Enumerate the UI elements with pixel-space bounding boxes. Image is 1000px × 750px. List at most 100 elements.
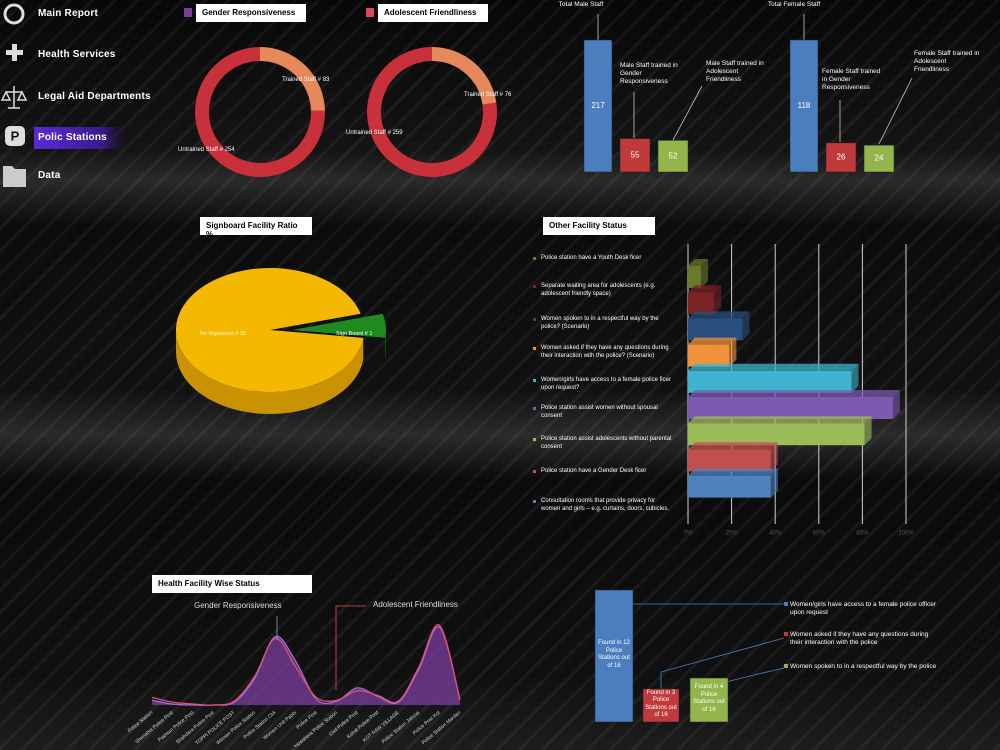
chart-title: Gender Responsiveness [196, 4, 306, 22]
bar-top [688, 390, 900, 397]
series-line [151, 624, 461, 706]
bar-annotation: Female Staff trained in Adolescent Frien… [914, 50, 980, 74]
pie-side [176, 330, 364, 414]
bar-side [851, 363, 859, 393]
donut-label: Untrained Staff # 259 [346, 130, 403, 136]
bar-value-label: Found in 3 Police Stations out of 16 [645, 689, 677, 719]
donut-segment [259, 47, 325, 112]
pie-slice [292, 313, 386, 338]
pie-label: No Signboard # 15 [200, 331, 246, 337]
bar-value-label: 55 [631, 150, 640, 159]
bar-top [688, 311, 750, 319]
bar-side [864, 416, 872, 446]
bar-side [729, 337, 737, 367]
legend-swatch [533, 379, 536, 382]
legend-label: Women/girls have access to a female poli… [541, 377, 671, 391]
bar [642, 688, 680, 723]
bar [689, 677, 729, 723]
legend-label: Consultation rooms that provide privacy … [541, 498, 670, 512]
legend-swatch [533, 285, 536, 288]
x-tick-label: 60% [813, 531, 826, 537]
x-tick-label: Police Station Mardan [421, 710, 462, 746]
x-tick-label: KOT RAW VILLAGE [362, 710, 401, 744]
bar-top [688, 363, 859, 371]
bar-top [688, 337, 737, 345]
bar-side [892, 390, 900, 419]
bar-value-label: 217 [591, 101, 605, 110]
bar-value-label: 118 [798, 101, 811, 110]
bar-value-label: 52 [669, 151, 678, 160]
nav-item[interactable]: Polic Stations [38, 132, 107, 143]
legend-swatch [784, 632, 788, 636]
bar-value-label: Found in 4 Police Stations out of 16 [693, 684, 725, 713]
bar-annotation: Total Female Staff [767, 1, 821, 8]
icon-legal [0, 86, 28, 109]
legend-label: Women spoken to in a respectful way by t… [541, 316, 659, 330]
nav-item[interactable]: Health Services [38, 49, 116, 60]
pie-slice [176, 268, 364, 393]
legend-label: Separate waiting area for adolescents (e… [541, 283, 656, 297]
pie-label: Sign Board # 1 [336, 331, 373, 337]
nav-item[interactable]: Data [38, 170, 61, 181]
bar-top [688, 442, 778, 450]
bar [789, 39, 819, 173]
donut-label: Untrained Staff # 254 [178, 147, 235, 153]
bar [688, 475, 771, 498]
x-tick-label: 40% [769, 531, 782, 537]
nav-highlight [34, 127, 132, 149]
chart-title: Health Facility Wise Status [152, 575, 312, 593]
bar-top [688, 259, 709, 266]
x-tick-label: 20% [726, 531, 739, 537]
x-tick-label: Police Station Jalozai [381, 710, 421, 745]
chart-title: Signboard Facility Ratio % [200, 217, 312, 239]
leader-line [878, 77, 913, 145]
legend-swatch [533, 318, 536, 321]
nav-item[interactable]: Main Report [38, 8, 98, 19]
bar-annotation: Female Staff trained in Gender Responsiv… [822, 68, 881, 92]
icon-police [5, 126, 25, 146]
x-tick-label: 100% [898, 531, 914, 537]
icon-report [3, 3, 25, 25]
legend-swatch [184, 8, 192, 17]
bar [688, 266, 702, 288]
nav-item[interactable]: Legal Aid Departments [38, 91, 151, 102]
donut-label: Trained Staff # 83 [282, 77, 330, 83]
legend-swatch [533, 500, 536, 503]
legend-label: Police station have a Gender Desk ficer [541, 468, 647, 474]
bar-side [742, 311, 750, 341]
bar-side [770, 468, 778, 498]
bar [688, 423, 865, 446]
legend-label: Women spoken to in a respectful way by t… [790, 663, 937, 670]
legend-swatch [784, 664, 788, 668]
x-tick-label: 0% [684, 531, 693, 537]
bar [688, 397, 893, 419]
icon-data [3, 166, 26, 187]
bar [688, 370, 852, 393]
chart-title: Other Facility Status [543, 217, 655, 235]
series-annotation: Adolescent Friendliness [373, 600, 458, 609]
x-tick-label: Shenabia Police Post [134, 710, 175, 746]
legend-label: Women asked if they have any questions d… [790, 631, 929, 647]
bar [583, 39, 613, 173]
leader-line [672, 85, 703, 141]
chart-title: Adolescent Friendliness [378, 4, 488, 22]
x-tick-label: Pakhtun Police Post [157, 710, 196, 744]
legend-label: Police station assist women without spou… [541, 405, 658, 419]
pie-side [385, 330, 386, 360]
annotation-arrow [335, 605, 366, 690]
icon-police-glyph: P [11, 128, 20, 143]
bar-side [701, 259, 709, 288]
legend-swatch [533, 347, 536, 350]
bar-value-label: 26 [837, 153, 846, 162]
donut-segment [431, 47, 497, 105]
series-annotation: Gender Responsiveness [194, 601, 282, 610]
legend-swatch [366, 8, 374, 17]
bar [688, 344, 730, 367]
legend-label: Women asked if they have any questions d… [541, 345, 669, 359]
donut-label: Trained Staff # 76 [464, 92, 512, 98]
bar-annotation: Male Staff trained in Gender Responsiven… [620, 62, 678, 86]
bar [688, 318, 743, 341]
legend-swatch [533, 470, 536, 473]
